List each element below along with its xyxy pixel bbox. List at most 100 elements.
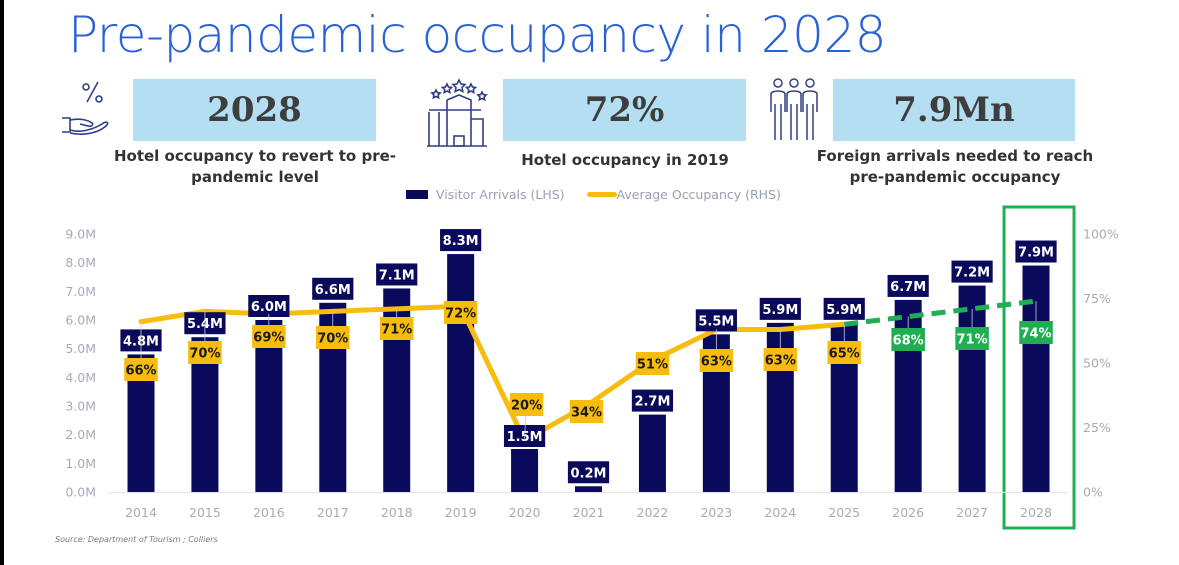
bar-value-label-bg-2019	[440, 229, 482, 252]
x-axis-tick-label: 2023	[700, 505, 732, 520]
occupancy-label-2015: 70%	[189, 347, 220, 362]
bar-2028	[1022, 265, 1050, 492]
occupancy-label-bg-2022	[635, 352, 670, 375]
occupancy-label-2024: 63%	[765, 354, 796, 369]
occupancy-label-2017: 70%	[317, 332, 348, 347]
kpi-value: 7.9Mn	[893, 90, 1015, 130]
bar-value-label-2022: 2.7M	[634, 395, 670, 410]
bar-value-label-bg-2018	[376, 263, 418, 286]
occupancy-label-bg-2023	[699, 349, 734, 372]
kpi-value-box-2: 72%	[503, 79, 746, 141]
occupancy-label-bg-2019	[443, 301, 478, 324]
left-axis-tick-label: 8.0M	[65, 255, 96, 270]
right-axis-tick-label: 25%	[1083, 420, 1111, 435]
x-axis-tick-label: 2014	[125, 505, 157, 520]
occupancy-label-2023: 63%	[701, 355, 732, 370]
left-axis-tick-label: 3.0M	[65, 399, 96, 414]
bar-value-label-2026: 6.7M	[890, 280, 926, 295]
bar-2016	[255, 320, 283, 492]
bar-value-label-bg-2027	[951, 260, 993, 283]
left-axis-tick-label: 4.0M	[65, 370, 96, 385]
kpi-caption-line: pre-pandemic occupancy	[849, 168, 1061, 186]
bar-2020	[511, 449, 539, 492]
occupancy-label-bg-2014	[124, 358, 158, 381]
kpi-value: 2028	[207, 90, 302, 130]
occupancy-label-bg-2016	[252, 325, 286, 348]
kpi-caption-3: Foreign arrivals needed to reach pre-pan…	[795, 146, 1115, 188]
occupancy-label-bg-2027	[955, 327, 989, 350]
right-axis-tick-label: 0%	[1083, 485, 1103, 500]
bar-value-label-bg-2026	[887, 274, 929, 297]
occupancy-label-2026: 68%	[893, 334, 924, 349]
occupancy-label-2019: 72%	[445, 307, 476, 322]
occupancy-label-bg-2028	[1019, 321, 1053, 344]
occupancy-label-bg-2017	[316, 326, 350, 349]
kpi-caption-2: Hotel occupancy in 2019	[470, 150, 780, 171]
page-title: Pre-pandemic occupancy in 2028	[68, 6, 887, 64]
right-axis-tick-label: 100%	[1083, 227, 1119, 242]
legend-swatch-average-occupancy	[586, 192, 617, 197]
x-axis-tick-label: 2018	[381, 505, 413, 520]
occupancy-label-bg-2020	[509, 393, 544, 416]
bar-value-label-2021: 0.2M	[571, 466, 607, 481]
left-axis-tick-label: 0.0M	[65, 485, 96, 500]
occupancy-label-bg-2026	[891, 328, 925, 351]
bar-value-label-bg-2028	[1015, 240, 1057, 263]
occupancy-line-forecast	[843, 298, 1037, 327]
bar-value-label-2028: 7.9M	[1018, 246, 1054, 261]
x-axis-tick-label: 2025	[828, 505, 860, 520]
left-axis-tick-label: 1.0M	[65, 456, 96, 471]
kpi-caption-line: Hotel occupancy in 2019	[521, 151, 729, 169]
legend-label-average-occupancy: Average Occupancy (RHS)	[616, 187, 781, 202]
kpi-caption-line: Hotel occupancy to revert to pre-	[113, 147, 396, 165]
bar-2019	[447, 254, 475, 492]
occupancy-label-2027: 71%	[957, 333, 988, 348]
occupancy-label-2022: 51%	[637, 358, 668, 373]
chart-legend: Visitor Arrivals (LHS) Average Occupancy…	[406, 187, 781, 202]
occupancy-label-2028: 74%	[1020, 327, 1051, 342]
bar-value-label-2019: 8.3M	[443, 234, 479, 249]
kpi-value-box-1: 2028	[133, 79, 376, 141]
occupancy-label-bg-2015	[188, 341, 222, 364]
x-axis-tick-label: 2024	[764, 505, 796, 520]
kpi-caption-line: pandemic level	[191, 168, 319, 186]
bar-2021	[575, 486, 603, 492]
occupancy-label-bg-2025	[827, 341, 861, 364]
occupancy-label-2014: 66%	[125, 364, 156, 379]
kpi-caption-line: Foreign arrivals needed to reach	[816, 147, 1094, 165]
kpi-caption-1: Hotel occupancy to revert to pre- pandem…	[100, 146, 410, 188]
bar-2022	[638, 414, 666, 492]
occupancy-label-bg-2024	[763, 348, 798, 371]
right-axis-tick-label: 75%	[1083, 291, 1111, 306]
x-axis-tick-label: 2027	[956, 505, 988, 520]
left-axis-tick-label: 9.0M	[65, 227, 96, 242]
left-axis-tick-label: 6.0M	[65, 313, 96, 328]
source-note: Source: Department of Tourism ; Colliers	[55, 535, 218, 544]
bar-value-label-2025: 5.9M	[826, 303, 862, 318]
x-axis-tick-label: 2021	[573, 505, 605, 520]
highlight-box-2028	[1002, 205, 1076, 530]
bar-value-label-bg-2021	[567, 461, 610, 484]
legend-swatch-visitor-arrivals	[406, 190, 428, 199]
legend-label-visitor-arrivals: Visitor Arrivals (LHS)	[436, 187, 565, 202]
occupancy-label-2025: 65%	[829, 347, 860, 362]
x-axis-tick-label: 2022	[637, 505, 669, 520]
bar-value-label-2016: 6.0M	[251, 300, 287, 315]
right-axis-tick-label: 50%	[1083, 356, 1111, 371]
bar-value-label-2027: 7.2M	[954, 266, 990, 281]
bar-value-label-bg-2023	[695, 309, 737, 332]
bar-value-label-2017: 6.6M	[315, 283, 351, 298]
occupancy-label-bg-2021	[569, 400, 604, 423]
people-group-icon	[770, 78, 818, 140]
bar-value-label-bg-2022	[631, 389, 674, 412]
left-edge-strip	[0, 0, 4, 565]
occupancy-label-2021: 34%	[571, 406, 602, 421]
hotel-stars-icon	[427, 78, 488, 147]
bar-value-label-2018: 7.1M	[379, 268, 415, 283]
kpi-value-box-3: 7.9Mn	[833, 79, 1075, 141]
occupancy-label-bg-2018	[379, 317, 414, 340]
bar-value-label-bg-2017	[312, 277, 354, 300]
bar-value-label-bg-2024	[759, 297, 801, 320]
x-axis-tick-label: 2019	[445, 505, 477, 520]
